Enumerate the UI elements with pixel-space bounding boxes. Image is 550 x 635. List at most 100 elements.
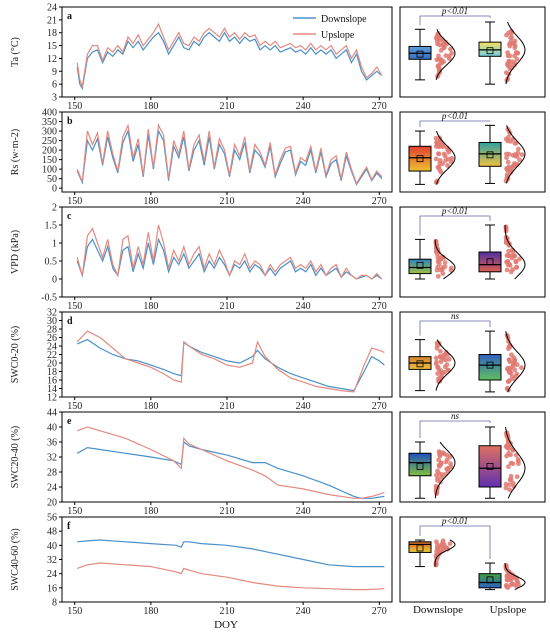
y-tick-label: 36 [47,438,57,449]
data-point-upslope [514,56,520,62]
data-point-upslope [512,141,518,146]
x-tick-label: 180 [143,101,158,112]
box-upslope [478,354,502,381]
category-label-upslope: Upslope [490,604,527,616]
x-tick-label: 150 [67,606,82,617]
data-point-upslope [504,584,510,590]
data-point-upslope [514,474,520,480]
series-line-downslope-f [77,539,385,568]
y-tick-label: 2 [52,203,57,214]
data-point-downslope [434,267,440,273]
data-point-downslope [433,355,439,361]
data-point-downslope [436,151,441,157]
y-axis-label-e: SWC20-40 (%) [10,426,21,489]
data-point-upslope [516,582,521,587]
panel-letter-b: b [67,116,73,127]
legend: Downslope Upslope [293,14,367,41]
y-tick-label: 200 [42,146,57,157]
density-curve-downslope [434,441,456,499]
density-curve-downslope [435,339,456,391]
data-point-upslope [514,371,520,377]
panel-c: c -0.5 0 0.5 1 1.5 2 VPD (kPa) 150 180 210 240 270 [10,203,393,312]
mean-marker-upslope [486,576,494,584]
density-curve-downslope [435,29,456,81]
data-point-downslope [433,239,439,245]
x-tick-label: 270 [372,301,387,312]
data-point-downslope [442,260,448,265]
panel-letter-c: c [67,211,72,222]
data-point-upslope [513,50,519,55]
significance-bracket-b [419,120,491,128]
y-axis-label-a: Ta (°C) [10,37,21,67]
y-tick-label: 250 [42,136,57,147]
box-frame-b [399,111,546,193]
data-point-downslope [436,449,442,455]
panel-letter-e: e [67,416,72,427]
x-tick-label: 150 [67,506,82,517]
data-point-upslope [504,259,509,265]
data-point-downslope [436,376,441,382]
data-point-upslope [510,249,516,255]
data-point-upslope [513,258,519,264]
y-tick-label: 22 [47,350,57,361]
box-upslope [478,445,502,488]
series-line-downslope-e [76,440,385,499]
y-tick-label: 28 [47,325,57,336]
box-upslope [478,573,502,589]
data-point-downslope [442,264,448,269]
data-point-upslope [509,374,515,379]
data-point-downslope [435,259,441,264]
mean-marker-downslope [416,544,424,552]
x-tick-label: 210 [220,301,235,312]
data-point-downslope [440,271,446,276]
y-tick-label: 350 [42,117,57,128]
significance-label-e: ns [451,411,460,421]
mean-marker-downslope [416,360,424,368]
y-tick-label: 400 [42,108,57,119]
x-tick-label: 240 [296,606,311,617]
data-point-downslope [441,356,447,362]
data-point-downslope [446,149,452,155]
data-point-downslope [434,140,439,145]
panel-frame-c [61,206,393,298]
y-tick-label: 300 [42,127,57,138]
x-tick-label: 180 [143,401,158,412]
data-point-downslope [434,57,440,63]
y-tick-label: 48 [47,527,57,538]
series-line-downslope-c [76,237,383,280]
significance-label-c: p<0.01 [441,206,468,216]
x-tick-label: 270 [372,401,387,412]
y-tick-label: 1.5 [45,221,58,232]
significance-bracket-e [419,420,491,438]
y-axis-label-d: SWC0-20 (%) [10,326,21,384]
data-point-downslope [441,142,447,148]
data-point-downslope [445,367,451,373]
data-point-downslope [449,155,455,161]
x-tick-label: 150 [67,301,82,312]
density-curve-downslope [434,539,456,567]
data-point-upslope [516,146,521,152]
data-point-upslope [507,167,513,172]
data-point-upslope [514,265,519,270]
x-tick-label: 210 [220,196,235,207]
x-tick-label: 180 [143,606,158,617]
significance-bracket-f [419,525,491,560]
data-point-downslope [437,158,443,163]
x-tick-label: 270 [372,606,387,617]
data-point-upslope [505,159,511,165]
y-tick-label: 150 [42,155,57,166]
data-point-upslope [508,477,514,482]
data-point-downslope [442,153,448,159]
y-axis-label-c: VPD (kPa) [10,230,21,274]
legend-label-upslope: Upslope [321,30,355,41]
data-point-downslope [445,352,450,358]
y-tick-label: 18 [47,367,57,378]
density-curve-upslope [505,331,526,393]
data-point-upslope [512,575,518,581]
y-tick-label: 1 [52,239,57,250]
y-tick-label: 20 [47,359,57,370]
data-point-upslope [507,63,513,68]
data-point-upslope [519,365,524,371]
